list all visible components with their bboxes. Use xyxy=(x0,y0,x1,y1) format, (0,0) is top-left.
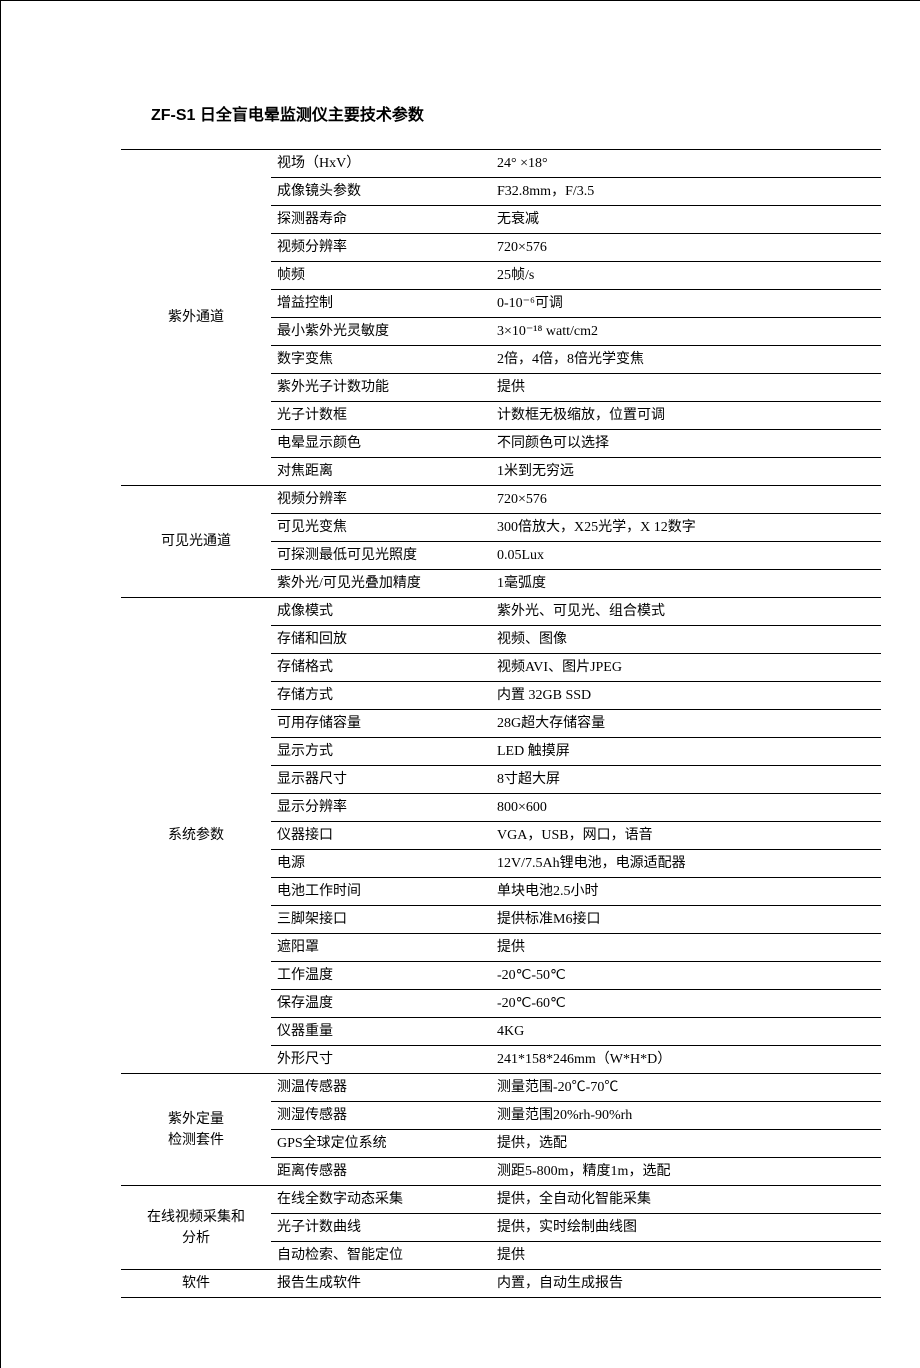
value-cell: 单块电池2.5小时 xyxy=(491,878,881,906)
param-cell: 自动检索、智能定位 xyxy=(271,1242,491,1270)
value-cell: 1米到无穷远 xyxy=(491,458,881,486)
value-cell: 720×576 xyxy=(491,234,881,262)
value-cell: VGA，USB，网口，语音 xyxy=(491,822,881,850)
param-cell: 保存温度 xyxy=(271,990,491,1018)
page-title: ZF-S1 日全盲电晕监测仪主要技术参数 xyxy=(121,101,850,125)
page-frame: ZF-S1 日全盲电晕监测仪主要技术参数 紫外通道视场（HxV）24° ×18°… xyxy=(0,0,920,1368)
table-row: 紫外通道视场（HxV）24° ×18° xyxy=(121,150,881,178)
param-cell: 外形尺寸 xyxy=(271,1046,491,1074)
value-cell: 8寸超大屏 xyxy=(491,766,881,794)
param-cell: 仪器接口 xyxy=(271,822,491,850)
param-cell: 工作温度 xyxy=(271,962,491,990)
value-cell: 紫外光、可见光、组合模式 xyxy=(491,598,881,626)
value-cell: -20℃-50℃ xyxy=(491,962,881,990)
param-cell: 存储方式 xyxy=(271,682,491,710)
param-cell: 成像模式 xyxy=(271,598,491,626)
param-cell: 紫外光/可见光叠加精度 xyxy=(271,570,491,598)
param-cell: 数字变焦 xyxy=(271,346,491,374)
value-cell: LED 触摸屏 xyxy=(491,738,881,766)
category-cell: 软件 xyxy=(121,1270,271,1298)
value-cell: 800×600 xyxy=(491,794,881,822)
param-cell: 三脚架接口 xyxy=(271,906,491,934)
value-cell: 无衰减 xyxy=(491,206,881,234)
param-cell: 存储格式 xyxy=(271,654,491,682)
value-cell: -20℃-60℃ xyxy=(491,990,881,1018)
param-cell: 增益控制 xyxy=(271,290,491,318)
value-cell: 25帧/s xyxy=(491,262,881,290)
value-cell: 1毫弧度 xyxy=(491,570,881,598)
value-cell: 提供 xyxy=(491,934,881,962)
param-cell: 成像镜头参数 xyxy=(271,178,491,206)
value-cell: 提供，选配 xyxy=(491,1130,881,1158)
value-cell: 提供，实时绘制曲线图 xyxy=(491,1214,881,1242)
param-cell: 视频分辨率 xyxy=(271,234,491,262)
param-cell: 测湿传感器 xyxy=(271,1102,491,1130)
param-cell: 显示分辨率 xyxy=(271,794,491,822)
param-cell: 探测器寿命 xyxy=(271,206,491,234)
value-cell: 2倍，4倍，8倍光学变焦 xyxy=(491,346,881,374)
param-cell: 紫外光子计数功能 xyxy=(271,374,491,402)
value-cell: 0.05Lux xyxy=(491,542,881,570)
value-cell: 测量范围20%rh-90%rh xyxy=(491,1102,881,1130)
value-cell: 12V/7.5Ah锂电池，电源适配器 xyxy=(491,850,881,878)
value-cell: 0-10⁻⁶可调 xyxy=(491,290,881,318)
value-cell: 241*158*246mm（W*H*D） xyxy=(491,1046,881,1074)
param-cell: 显示器尺寸 xyxy=(271,766,491,794)
value-cell: 3×10⁻¹⁸ watt/cm2 xyxy=(491,318,881,346)
content-area: ZF-S1 日全盲电晕监测仪主要技术参数 紫外通道视场（HxV）24° ×18°… xyxy=(61,41,870,1318)
value-cell: 测距5-800m，精度1m，选配 xyxy=(491,1158,881,1186)
value-cell: 测量范围-20℃-70℃ xyxy=(491,1074,881,1102)
category-cell: 在线视频采集和分析 xyxy=(121,1186,271,1270)
param-cell: 可探测最低可见光照度 xyxy=(271,542,491,570)
value-cell: 提供 xyxy=(491,1242,881,1270)
table-row: 紫外定量检测套件测温传感器测量范围-20℃-70℃ xyxy=(121,1074,881,1102)
param-cell: 测温传感器 xyxy=(271,1074,491,1102)
spec-table: 紫外通道视场（HxV）24° ×18°成像镜头参数F32.8mm，F/3.5探测… xyxy=(121,149,881,1298)
param-cell: 报告生成软件 xyxy=(271,1270,491,1298)
table-row: 软件报告生成软件内置，自动生成报告 xyxy=(121,1270,881,1298)
category-cell: 紫外通道 xyxy=(121,150,271,486)
param-cell: 最小紫外光灵敏度 xyxy=(271,318,491,346)
value-cell: 24° ×18° xyxy=(491,150,881,178)
param-cell: 显示方式 xyxy=(271,738,491,766)
param-cell: 在线全数字动态采集 xyxy=(271,1186,491,1214)
category-cell: 可见光通道 xyxy=(121,486,271,598)
value-cell: 提供标准M6接口 xyxy=(491,906,881,934)
value-cell: 720×576 xyxy=(491,486,881,514)
param-cell: 可见光变焦 xyxy=(271,514,491,542)
param-cell: 仪器重量 xyxy=(271,1018,491,1046)
table-row: 在线视频采集和分析在线全数字动态采集提供，全自动化智能采集 xyxy=(121,1186,881,1214)
table-row: 系统参数成像模式紫外光、可见光、组合模式 xyxy=(121,598,881,626)
param-cell: 遮阳罩 xyxy=(271,934,491,962)
param-cell: 视频分辨率 xyxy=(271,486,491,514)
param-cell: 可用存储容量 xyxy=(271,710,491,738)
category-cell: 紫外定量检测套件 xyxy=(121,1074,271,1186)
category-cell: 系统参数 xyxy=(121,598,271,1074)
table-row: 可见光通道视频分辨率720×576 xyxy=(121,486,881,514)
param-cell: 视场（HxV） xyxy=(271,150,491,178)
value-cell: 300倍放大，X25光学，X 12数字 xyxy=(491,514,881,542)
param-cell: 光子计数曲线 xyxy=(271,1214,491,1242)
value-cell: 28G超大存储容量 xyxy=(491,710,881,738)
value-cell: 提供 xyxy=(491,374,881,402)
param-cell: 电池工作时间 xyxy=(271,878,491,906)
param-cell: 光子计数框 xyxy=(271,402,491,430)
param-cell: 距离传感器 xyxy=(271,1158,491,1186)
param-cell: 电源 xyxy=(271,850,491,878)
value-cell: 4KG xyxy=(491,1018,881,1046)
value-cell: 视频AVI、图片JPEG xyxy=(491,654,881,682)
value-cell: 提供，全自动化智能采集 xyxy=(491,1186,881,1214)
param-cell: GPS全球定位系统 xyxy=(271,1130,491,1158)
param-cell: 电晕显示颜色 xyxy=(271,430,491,458)
param-cell: 对焦距离 xyxy=(271,458,491,486)
value-cell: 不同颜色可以选择 xyxy=(491,430,881,458)
value-cell: 内置 32GB SSD xyxy=(491,682,881,710)
value-cell: F32.8mm，F/3.5 xyxy=(491,178,881,206)
value-cell: 视频、图像 xyxy=(491,626,881,654)
param-cell: 帧频 xyxy=(271,262,491,290)
value-cell: 计数框无极缩放，位置可调 xyxy=(491,402,881,430)
param-cell: 存储和回放 xyxy=(271,626,491,654)
value-cell: 内置，自动生成报告 xyxy=(491,1270,881,1298)
